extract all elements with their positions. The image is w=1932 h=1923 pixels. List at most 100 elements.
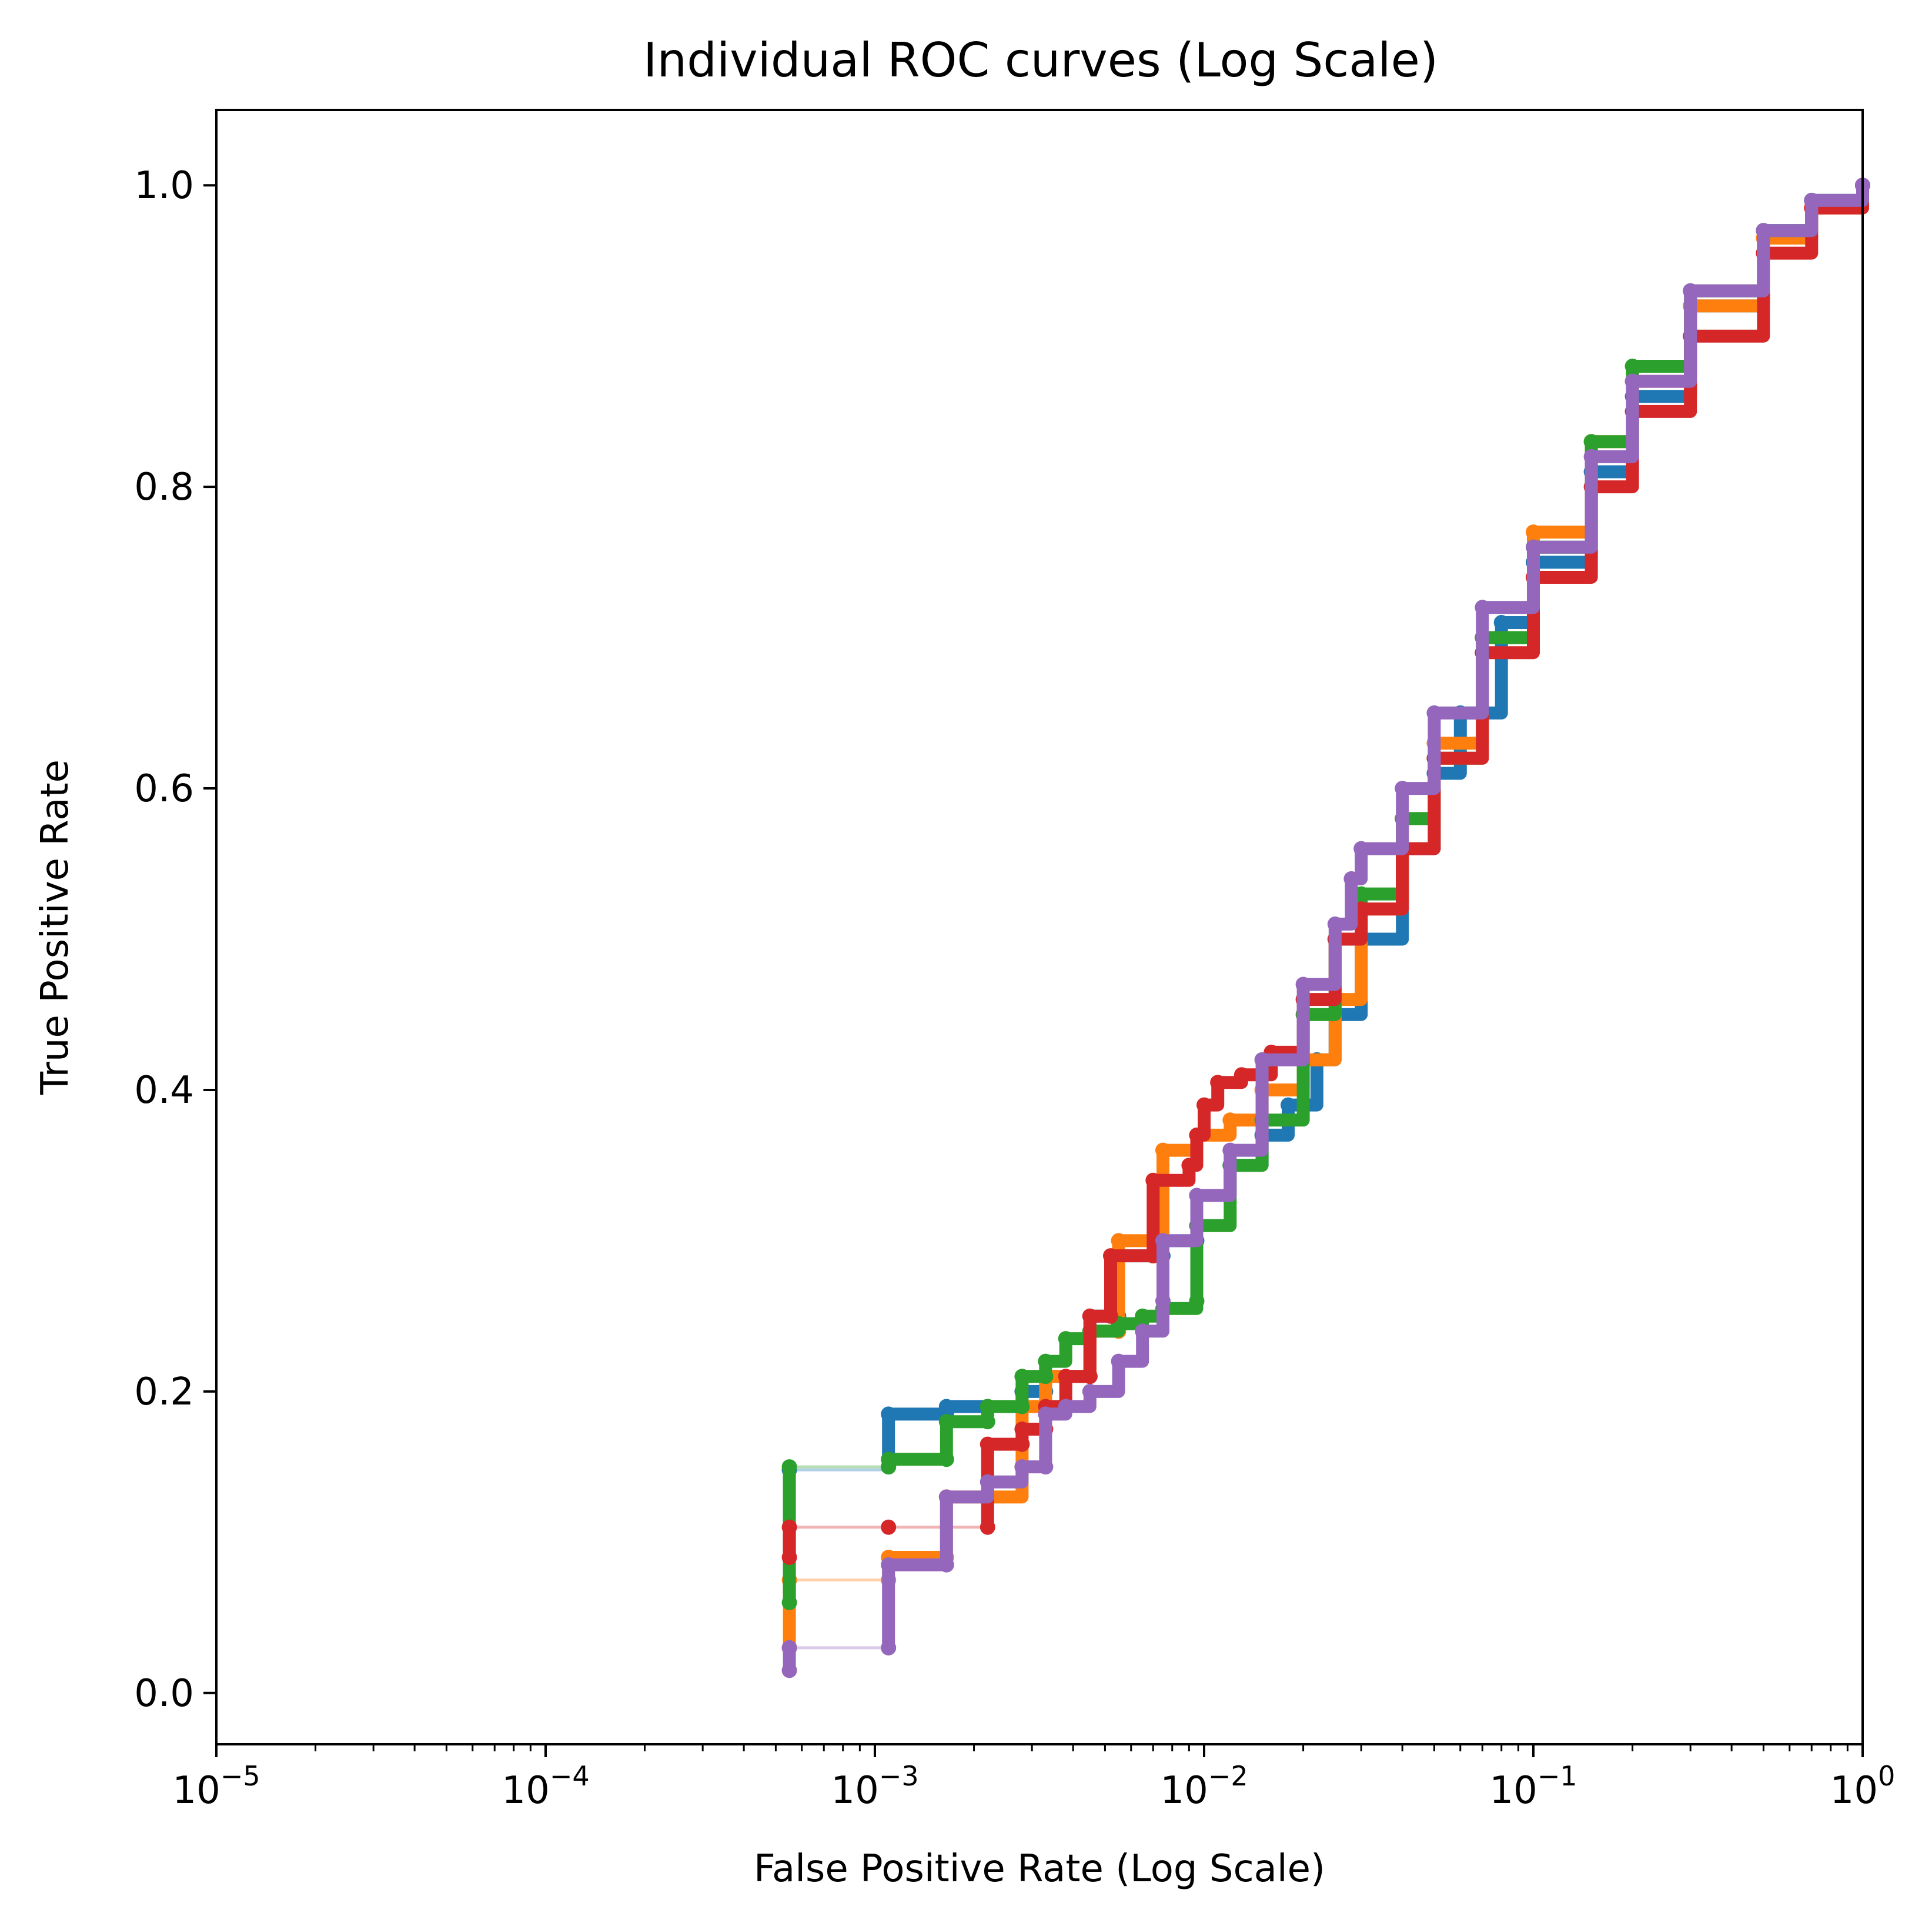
roc-series-4-point [1103,1248,1118,1264]
roc-series-5-point [1426,705,1442,721]
roc-series-5-point [938,1489,954,1505]
roc-series-5-segment [1396,706,1441,795]
x-tick-label: 10−5 [172,1760,260,1812]
roc-series-4-point [980,1519,995,1535]
roc-series-3-point [1038,1353,1054,1369]
roc-series-3-point [1583,434,1599,450]
roc-series-5-point [1014,1459,1030,1475]
roc-series-4-point [1210,1075,1226,1091]
roc-series-2-point [1155,1142,1171,1158]
roc-series-5-point [1155,1293,1171,1309]
roc-series-4-segment [1328,902,1368,946]
roc-series-3-point [980,1399,995,1414]
roc-series-4-point [1145,1172,1161,1188]
roc-series-1-segment [1428,706,1467,780]
y-tick-label: 0.4 [134,1069,194,1112]
x-tick-label: 100 [1830,1760,1896,1812]
roc-series-4-point [1014,1422,1030,1437]
roc-series-5-point [1038,1406,1054,1422]
roc-series-3-point [1189,1293,1205,1309]
roc-series-4-point [1082,1369,1098,1384]
roc-series-5-point [881,1640,897,1656]
roc-series-3-point [1135,1308,1151,1324]
roc-series-5-segment [1684,224,1770,297]
roc-series-4-point [1181,1158,1197,1173]
x-axis-ticks: 10−5 10−4 10−3 10−2 10−1 100 [172,1744,1895,1812]
roc-series-4-point [781,1550,797,1565]
roc-series-3-point [1038,1369,1054,1384]
roc-series-5-segment [1255,978,1310,1066]
roc-series-5-point [1155,1233,1171,1249]
roc-series-5-point [1295,976,1311,992]
y-axis-label: True Positive Rate [34,760,77,1095]
roc-series-5-point [1625,373,1640,389]
roc-series-4-point [781,1519,797,1535]
roc-series-5-point [1189,1188,1205,1203]
roc-series-5-point [1058,1399,1074,1414]
roc-series-5-point [1353,841,1369,857]
roc-series-1-point [1493,615,1509,630]
roc-series-5-point [781,1640,797,1656]
roc-series-5 [781,178,1870,1678]
y-tick-label: 0.2 [134,1370,194,1414]
roc-series-5-point [1683,283,1699,299]
roc-series-5-point [1111,1353,1127,1369]
roc-series-3-point [881,1452,897,1467]
roc-series-4-point [881,1519,897,1535]
plot-frame [215,109,1864,1745]
y-tick-label: 1.0 [134,164,194,208]
roc-series-5-segment [1476,540,1540,614]
roc-series-3-point [1058,1331,1074,1347]
roc-series-2-point [1222,1112,1238,1128]
roc-series-5-point [1343,871,1359,887]
x-tick-label: 10−1 [1489,1760,1577,1812]
roc-series-5-segment [1156,1189,1204,1248]
roc-series-5-segment [1296,917,1342,991]
roc-series-4-point [1234,1067,1249,1083]
roc-series-4-point [1103,1308,1118,1324]
roc-series-5-point [1038,1459,1054,1475]
roc-series-5-point [881,1557,897,1573]
roc-series-1-point [938,1399,954,1414]
roc-series-4-point [1196,1097,1212,1113]
roc-series-4-segment [1355,842,1409,916]
roc-series-5-segment [1757,193,1819,238]
roc-series-3-point [1625,359,1640,374]
roc-series-5-segment [1112,1325,1149,1368]
roc-series-5-segment [1355,782,1409,855]
roc-series-5-point [1327,916,1343,932]
roc-series-5-segment [1224,1053,1269,1157]
roc-series-4-point [980,1436,995,1452]
y-axis-ticks: 0.0 0.2 0.4 0.6 0.8 1.0 [134,164,216,1715]
roc-series-5-segment [1428,601,1489,720]
roc-series-5-point [1475,600,1490,616]
roc-series-4-point [1082,1308,1098,1324]
roc-series-4-point [1014,1436,1030,1452]
roc-series-3-point [938,1414,954,1430]
roc-series-5-point [1254,1052,1270,1068]
roc-series-4-point [1189,1127,1205,1143]
roc-series-5-point [1526,539,1541,555]
y-tick-label: 0.8 [134,466,194,509]
chart-title: Individual ROC curves (Log Scale) [643,33,1438,88]
roc-series-3-point [1014,1369,1030,1384]
roc-series-2-point [1526,524,1541,540]
roc-series-4-point [1058,1369,1074,1384]
roc-series-3-point [938,1452,954,1467]
roc-series-1-point [1281,1097,1296,1113]
roc-series-5-point [1222,1142,1238,1158]
y-tick-label: 0.0 [134,1672,194,1715]
roc-series-3-point [980,1414,995,1430]
x-tick-label: 10−3 [831,1760,918,1812]
roc-series-5-segment [1083,1355,1125,1398]
roc-series-5-point [938,1557,954,1573]
roc-series-5-point [1804,192,1820,208]
roc-series-5-segment [1527,450,1598,554]
roc-series-5-point [1135,1323,1151,1339]
roc-series-5-point [781,1663,797,1678]
roc-series-3-point [1014,1399,1030,1414]
roc-series-5-point [1583,449,1599,464]
roc-series-5-segment [1585,374,1639,463]
